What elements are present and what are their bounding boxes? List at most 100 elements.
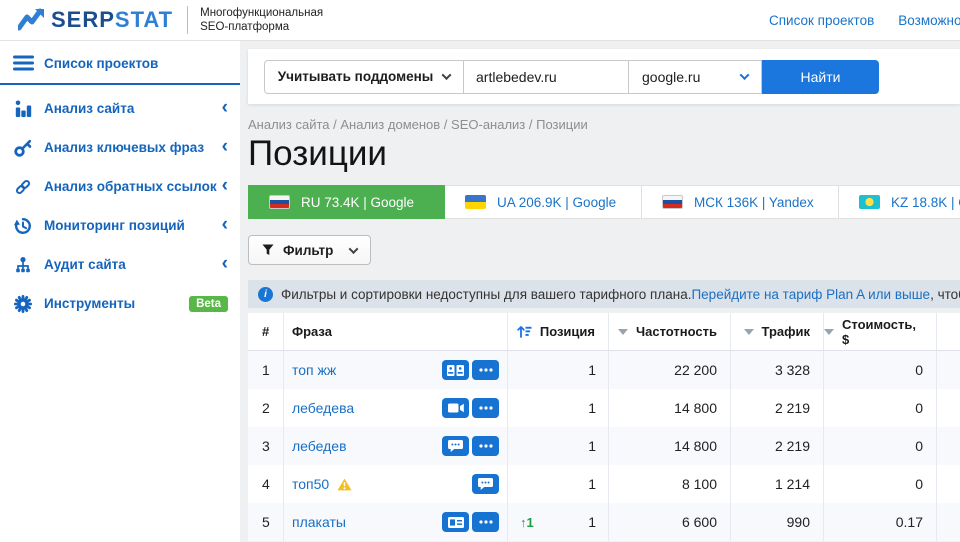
position-value: 1 [588, 362, 596, 378]
sidebar-item-projects[interactable]: Список проектов [0, 47, 240, 79]
phrase-link[interactable]: топ50 [292, 476, 330, 492]
volume-value: 14 800 [609, 427, 731, 465]
region-tabs: RU 73.4K | Google UA 206.9K | Google МСК 1… [248, 185, 960, 219]
sidebar-item-label: Мониторинг позиций [44, 218, 185, 233]
volume-value: 14 800 [609, 389, 731, 427]
breadcrumb-link[interactable]: Позиции [536, 117, 588, 132]
card-badge-icon[interactable] [442, 512, 469, 532]
logo-divider [187, 6, 189, 34]
subdomain-mode-select[interactable]: Учитывать поддомены [264, 59, 464, 94]
volume-value: 8 100 [609, 465, 731, 503]
column-header-label: Частотность [636, 324, 717, 339]
ru-flag-icon [662, 195, 683, 209]
column-header-#: # [248, 313, 284, 350]
position-value: 1 [588, 400, 596, 416]
chat-badge-icon[interactable] [472, 474, 499, 494]
column-header-Трафик[interactable]: Трафик [731, 313, 824, 350]
region-tab-label: UA 206.9K | Google [497, 194, 617, 210]
volume-value: 22 200 [609, 351, 731, 389]
region-tab-3[interactable]: МСК 136K | Yandex [642, 185, 839, 219]
upgrade-plan-link[interactable]: Перейдите на тариф Plan A или выше [691, 286, 931, 302]
serpstat-logo[interactable]: SERP STAT [18, 7, 173, 33]
region-tab-label: RU 73.4K | Google [301, 194, 415, 210]
logo-text-stat: STAT [114, 7, 174, 32]
serp-feature-badges [442, 436, 499, 456]
ru-flag-icon [269, 195, 290, 209]
logo-text-serp: SERP [51, 7, 115, 32]
phrase-link[interactable]: лебедев [292, 438, 347, 454]
kz-flag-icon [859, 195, 880, 209]
cost-value: 0 [824, 351, 937, 389]
dots-badge-icon[interactable] [472, 398, 499, 418]
region-tab-2[interactable]: UA 206.9K | Google [445, 185, 642, 219]
region-tab-4[interactable]: KZ 18.8K | Google [839, 185, 960, 219]
breadcrumb-link[interactable]: SEO-анализ [451, 117, 526, 132]
dots-badge-icon[interactable] [472, 512, 499, 532]
main-content: Учитывать поддомены google.ru Найти Анал… [240, 41, 960, 542]
header-link[interactable]: Список проектов [769, 13, 875, 28]
breadcrumb-link[interactable]: Анализ доменов [340, 117, 441, 132]
cost-value: 0 [824, 389, 937, 427]
serp-feature-badges [442, 512, 499, 532]
chevron-down-icon [348, 243, 359, 254]
dots-badge-icon[interactable] [472, 360, 499, 380]
traffic-value: 990 [731, 503, 824, 541]
position-cell: ↑1 1 [508, 503, 609, 541]
banner-text: Фильтры и сортировки недоступны для ваше… [281, 286, 692, 302]
column-header-Частотность[interactable]: Частотность [609, 313, 731, 350]
search-engine-select[interactable]: google.ru [629, 59, 762, 94]
phrase-link[interactable]: топ жж [292, 362, 337, 378]
sidebar-item-label: Анализ ключевых фраз [44, 140, 205, 155]
sidebar-divider [0, 83, 240, 85]
sort-caret-icon[interactable] [618, 328, 629, 335]
sidebar: Список проектов Анализ сайта ‹ Анализ ключ… [0, 41, 240, 542]
hamburger-icon[interactable] [12, 55, 34, 71]
row-number: 4 [248, 465, 284, 503]
phrase-link[interactable]: плакаты [292, 514, 346, 530]
warning-icon [337, 478, 352, 491]
region-tab-label: МСК 136K | Yandex [694, 194, 814, 210]
header-link[interactable]: Возможности [898, 13, 960, 28]
serp-feature-badges [442, 360, 499, 380]
sidebar-item-label: Анализ сайта [44, 101, 135, 116]
row-number: 1 [248, 351, 284, 389]
chevron-left-icon: ‹ [221, 175, 228, 196]
sidebar-item-rank-monitoring[interactable]: Мониторинг позиций ‹ [0, 206, 240, 245]
column-header-Позиция[interactable]: Позиция [508, 313, 609, 350]
sidebar-item-site-audit[interactable]: Аудит сайта ‹ [0, 245, 240, 284]
position-cell: 1 [508, 427, 609, 465]
column-header-Стоимость, $[interactable]: Стоимость, $ [824, 313, 937, 350]
search-engine-value: google.ru [642, 68, 701, 85]
filter-button-label: Фильтр [283, 242, 334, 258]
volume-value: 6 600 [609, 503, 731, 541]
sort-asc-icon[interactable] [517, 325, 532, 338]
chevron-down-icon [441, 70, 452, 81]
top-header: SERP STAT Многофункциональная SEO-платфо… [0, 0, 960, 41]
search-input[interactable] [464, 59, 629, 94]
sort-caret-icon[interactable] [824, 328, 834, 335]
cost-value: 0.17 [824, 503, 937, 541]
breadcrumb-link[interactable]: Анализ сайта [248, 117, 330, 132]
position-value: 1 [588, 514, 596, 530]
chat-badge-icon[interactable] [442, 436, 469, 456]
dots-badge-icon[interactable] [472, 436, 499, 456]
extra-cell [937, 503, 960, 541]
sidebar-item-tools[interactable]: Инструменты Beta [0, 284, 240, 323]
phrase-link[interactable]: лебедева [292, 400, 355, 416]
images-badge-icon[interactable] [442, 360, 469, 380]
video-badge-icon[interactable] [442, 398, 469, 418]
extra-cell [937, 427, 960, 465]
search-button[interactable]: Найти [762, 59, 879, 94]
sidebar-item-keyword-analysis[interactable]: Анализ ключевых фраз ‹ [0, 128, 240, 167]
position-value: 1 [588, 476, 596, 492]
header-links: Список проектов Возможности [769, 0, 960, 41]
filter-button[interactable]: Фильтр [248, 235, 372, 265]
region-tab-1[interactable]: RU 73.4K | Google [248, 185, 445, 219]
sort-caret-icon[interactable] [743, 328, 754, 335]
sidebar-item-backlink-analysis[interactable]: Анализ обратных ссылок ‹ [0, 167, 240, 206]
chevron-left-icon: ‹ [221, 214, 228, 235]
sidebar-item-site-analysis[interactable]: Анализ сайта ‹ [0, 89, 240, 128]
traffic-value: 2 219 [731, 427, 824, 465]
traffic-value: 3 328 [731, 351, 824, 389]
